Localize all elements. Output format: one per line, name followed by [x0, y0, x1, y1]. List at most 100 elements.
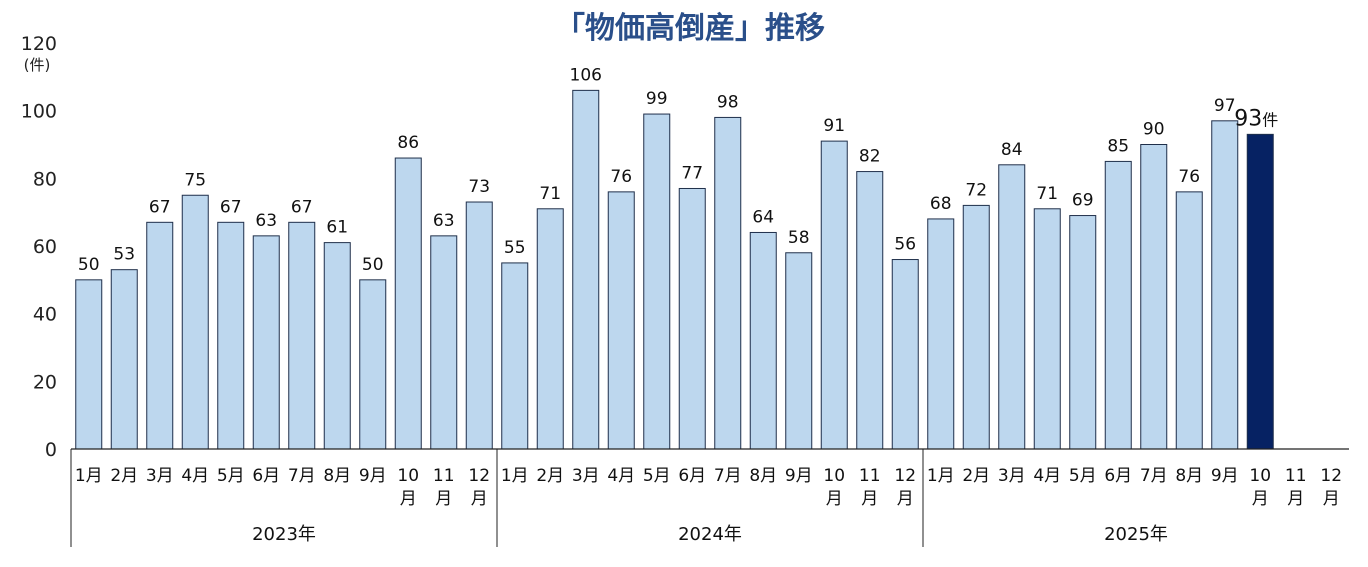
bar	[1211, 120, 1239, 450]
data-label: 67	[149, 197, 171, 217]
bar	[252, 235, 280, 450]
highlight-bar	[1246, 133, 1274, 450]
bar	[891, 259, 919, 450]
y-axis-unit: (件)	[24, 56, 51, 74]
bar	[643, 113, 671, 450]
x-tick-label: 1月	[927, 466, 955, 486]
bar	[359, 279, 387, 450]
bar	[856, 171, 884, 450]
bar	[465, 201, 493, 450]
y-tick-label: 60	[33, 236, 57, 258]
bar	[430, 235, 458, 450]
bar	[75, 279, 103, 450]
bar	[394, 157, 422, 450]
x-axis: 1月 2月 3月 4月 5月 6月 7月 8月 9月 10 月 11 月 12 月 2023年 1月 2月 3月 4月…	[70, 448, 1349, 547]
bar	[1069, 215, 1097, 450]
data-label: 55	[504, 238, 526, 258]
bar	[110, 269, 138, 450]
bar	[572, 89, 600, 450]
data-label: 68	[930, 194, 952, 214]
bar	[714, 116, 742, 450]
data-label: 67	[220, 197, 242, 217]
year-label: 2024年	[678, 524, 742, 545]
data-label: 71	[1036, 184, 1058, 204]
x-tick-label: 8月	[749, 466, 777, 486]
highlight-data-label: 93件	[1234, 106, 1278, 131]
year-label: 2023年	[252, 524, 316, 545]
bar	[927, 218, 955, 450]
bar	[998, 164, 1026, 450]
bar	[323, 242, 351, 450]
x-tick-label: 10 月	[1249, 466, 1271, 509]
year-label: 2025年	[1104, 524, 1168, 545]
data-label: 97	[1214, 96, 1236, 116]
bar	[536, 208, 564, 450]
data-label: 63	[433, 211, 455, 231]
data-label: 64	[752, 207, 774, 227]
bar	[1104, 160, 1132, 450]
x-tick-label: 10 月	[397, 466, 419, 509]
y-tick-label: 80	[33, 168, 57, 190]
x-tick-label: 9月	[359, 466, 387, 486]
x-tick-label: 4月	[1033, 466, 1061, 486]
data-label: 76	[610, 167, 632, 187]
x-tick-label: 11 月	[1285, 466, 1307, 509]
bar	[501, 262, 529, 450]
x-tick-label: 1月	[75, 466, 103, 486]
bar	[678, 187, 706, 450]
y-tick-label: 120	[21, 33, 57, 55]
x-tick-label: 6月	[1104, 466, 1132, 486]
data-label: 84	[1001, 140, 1023, 160]
x-tick-label: 12 月	[1320, 466, 1342, 509]
data-label: 77	[681, 163, 703, 183]
x-tick-label: 3月	[572, 466, 600, 486]
x-tick-label: 8月	[1175, 466, 1203, 486]
data-label: 91	[823, 116, 845, 136]
bar	[1140, 144, 1168, 450]
bar	[146, 221, 174, 450]
bar	[607, 191, 635, 450]
data-label: 61	[326, 218, 348, 238]
data-labels: 50 53 67 75 67 63 67 61 50 86 63 73 55 71 106 76 99 77 98 6…	[78, 65, 1278, 274]
data-label: 90	[1143, 120, 1165, 140]
data-label: 56	[894, 235, 916, 255]
data-label: 71	[539, 184, 561, 204]
x-tick-label: 7月	[1140, 466, 1168, 486]
x-tick-label: 2月	[110, 466, 138, 486]
bar	[217, 221, 245, 450]
x-tick-label: 6月	[678, 466, 706, 486]
data-label: 76	[1178, 167, 1200, 187]
data-label: 75	[184, 170, 206, 190]
bar	[962, 204, 990, 450]
y-tick-label: 0	[45, 439, 57, 461]
x-tick-label: 2月	[962, 466, 990, 486]
x-tick-label: 4月	[181, 466, 209, 486]
data-label: 98	[717, 92, 739, 112]
highlight-unit: 件	[1262, 110, 1278, 129]
x-tick-label: 5月	[643, 466, 671, 486]
data-label: 73	[468, 177, 490, 197]
data-label: 69	[1072, 191, 1094, 211]
x-tick-label: 3月	[998, 466, 1026, 486]
bars	[75, 89, 1274, 450]
data-label: 86	[397, 133, 419, 153]
x-tick-label: 7月	[288, 466, 316, 486]
y-tick-label: 40	[33, 304, 57, 326]
x-tick-label: 12 月	[894, 466, 916, 509]
data-label: 85	[1107, 136, 1129, 156]
data-label: 67	[291, 197, 313, 217]
bar	[1175, 191, 1203, 450]
data-label: 82	[859, 147, 881, 167]
data-label: 53	[113, 245, 135, 265]
x-tick-label: 10 月	[823, 466, 845, 509]
data-label: 63	[255, 211, 277, 231]
x-tick-label: 1月	[501, 466, 529, 486]
bar	[785, 252, 813, 450]
bar	[820, 140, 848, 450]
bar	[749, 231, 777, 450]
data-label: 50	[78, 255, 100, 275]
x-tick-label: 11 月	[859, 466, 881, 509]
x-tick-label: 7月	[714, 466, 742, 486]
x-tick-label: 12 月	[468, 466, 490, 509]
